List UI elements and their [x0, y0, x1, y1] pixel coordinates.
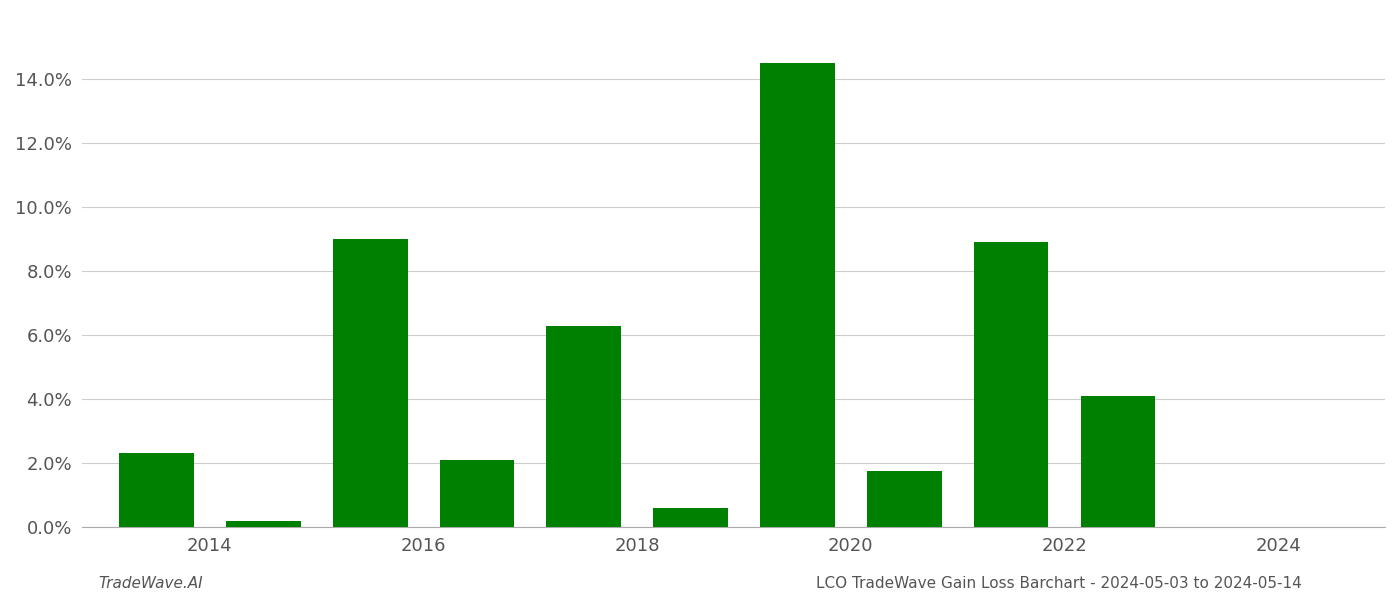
Bar: [1081, 396, 1155, 527]
Bar: [867, 471, 942, 527]
Bar: [119, 452, 193, 527]
Text: TradeWave.AI: TradeWave.AI: [98, 576, 203, 591]
Bar: [333, 239, 407, 527]
Text: LCO TradeWave Gain Loss Barchart - 2024-05-03 to 2024-05-14: LCO TradeWave Gain Loss Barchart - 2024-…: [816, 576, 1302, 591]
Bar: [654, 508, 728, 527]
Bar: [760, 63, 834, 527]
Bar: [440, 460, 514, 527]
Bar: [974, 242, 1049, 527]
Bar: [546, 326, 622, 527]
Bar: [225, 521, 301, 527]
